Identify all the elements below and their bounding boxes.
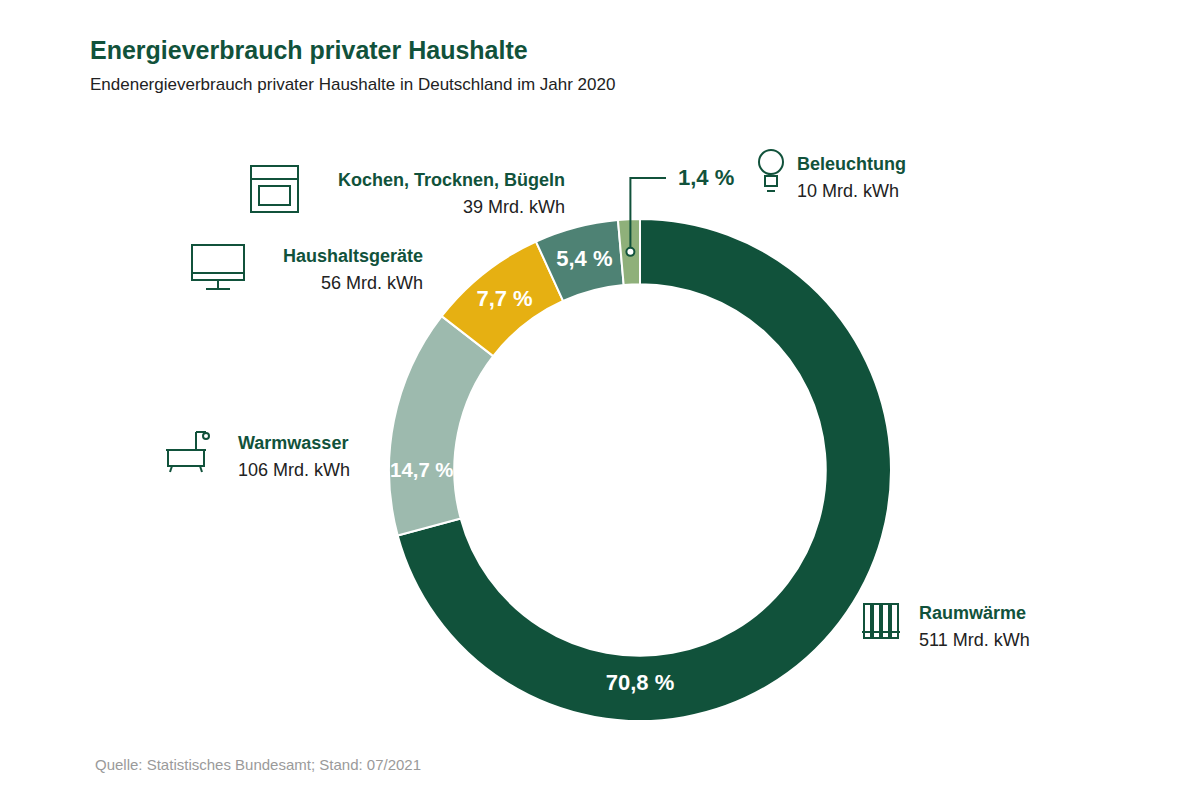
svg-text:1,4 %: 1,4 % (678, 165, 734, 190)
svg-text:5,4 %: 5,4 % (556, 246, 612, 271)
svg-text:Warmwasser: Warmwasser (238, 433, 348, 453)
svg-text:Raumwärme: Raumwärme (919, 603, 1026, 623)
svg-text:106 Mrd. kWh: 106 Mrd. kWh (238, 460, 350, 480)
svg-text:Energieverbrauch privater Haus: Energieverbrauch privater Haushalte (90, 36, 528, 64)
svg-text:Quelle: Statistisches Bundesam: Quelle: Statistisches Bundesamt; Stand: … (95, 756, 421, 773)
svg-text:Beleuchtung: Beleuchtung (797, 154, 906, 174)
svg-text:Kochen, Trocknen, Bügeln: Kochen, Trocknen, Bügeln (338, 170, 565, 190)
svg-text:56 Mrd. kWh: 56 Mrd. kWh (321, 273, 423, 293)
svg-text:511 Mrd. kWh: 511 Mrd. kWh (919, 630, 1030, 650)
svg-text:14,7 %: 14,7 % (390, 459, 453, 481)
svg-text:70,8 %: 70,8 % (606, 670, 675, 695)
svg-text:Haushaltsgeräte: Haushaltsgeräte (283, 246, 423, 266)
svg-text:7,7 %: 7,7 % (476, 286, 532, 311)
svg-text:39 Mrd. kWh: 39 Mrd. kWh (463, 197, 565, 217)
svg-text:Endenergieverbrauch privater H: Endenergieverbrauch privater Haushalte i… (90, 75, 615, 94)
svg-text:10 Mrd. kWh: 10 Mrd. kWh (797, 181, 899, 201)
